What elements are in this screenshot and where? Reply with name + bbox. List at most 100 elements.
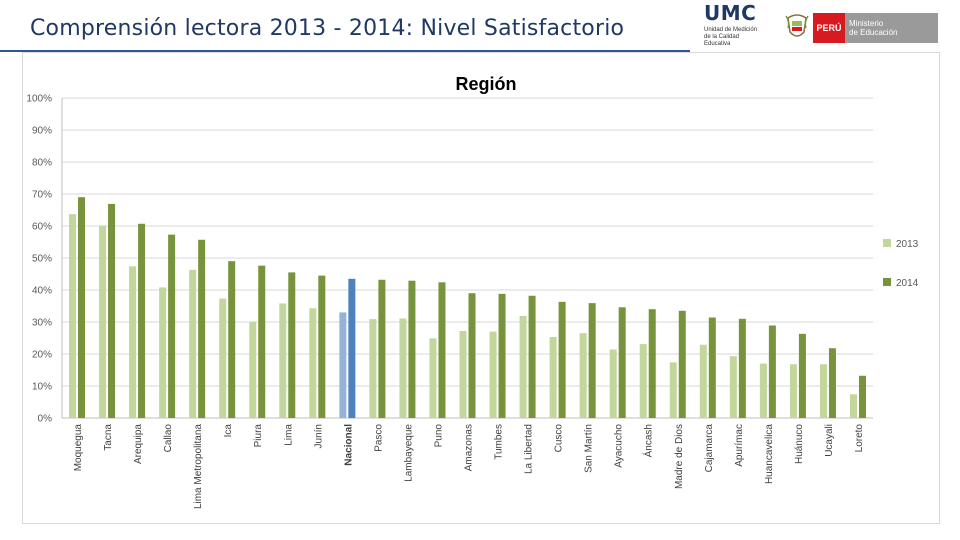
category-label: Lima: [283, 424, 294, 446]
bar-2014: [738, 318, 746, 418]
bar-2013: [519, 315, 527, 418]
bar-2014: [228, 261, 236, 418]
category-label: Tumbes: [494, 424, 505, 460]
y-tick-label: 100%: [26, 94, 52, 105]
title-divider: [0, 50, 690, 52]
bar-2014: [288, 272, 296, 418]
umc-logo-subtitle-line: de la Calidad Educativa: [704, 34, 740, 47]
bar-2013: [249, 321, 257, 418]
legend-swatch: [883, 239, 891, 247]
category-label: Puno: [433, 424, 444, 448]
bar-2014: [588, 303, 596, 418]
category-label: Pasco: [373, 424, 384, 452]
legend-label: 2014: [896, 278, 919, 289]
category-label: San Martín: [584, 424, 595, 473]
category-label: Apurímac: [734, 424, 745, 467]
bar-2013: [849, 394, 857, 418]
bar-2014: [468, 293, 476, 418]
bar-2014: [618, 307, 626, 418]
bar-2014: [78, 197, 86, 418]
bar-2013: [759, 363, 767, 418]
bar-2014: [408, 280, 416, 418]
category-label: Ucayali: [824, 424, 835, 457]
category-label: Loreto: [854, 424, 865, 453]
bar-2013: [669, 362, 677, 418]
bar-2013: [429, 338, 437, 418]
category-label: Amazonas: [464, 424, 475, 471]
category-label: Piura: [253, 424, 264, 448]
category-label: Arequipa: [133, 424, 144, 464]
bar-2013: [219, 298, 227, 418]
umc-logo-subtitle: Unidad de Medición de la Calidad Educati…: [700, 27, 766, 48]
category-label: Huánuco: [794, 424, 805, 464]
y-tick-label: 90%: [32, 126, 52, 137]
bar-2014: [498, 293, 506, 418]
bar-2013: [819, 364, 827, 418]
category-label: Madre de Dios: [674, 424, 685, 489]
bar-2013: [789, 364, 797, 418]
bar-2013: [309, 308, 317, 418]
y-tick-label: 10%: [32, 382, 52, 393]
category-label: Tacna: [103, 424, 114, 451]
bar-2014: [558, 301, 566, 418]
bar-2014: [828, 348, 836, 418]
category-label: Ayacucho: [614, 424, 625, 468]
bar-2013: [159, 287, 167, 418]
category-label: Callao: [163, 424, 174, 453]
y-tick-label: 70%: [32, 190, 52, 201]
legend-label: 2013: [896, 239, 919, 250]
bar-2014: [168, 234, 176, 418]
bar-2013: [729, 356, 737, 418]
category-label: Cajamarca: [704, 424, 715, 473]
bar-2014: [108, 203, 116, 418]
bar-2013: [459, 330, 467, 418]
category-label: Cusco: [554, 424, 565, 453]
bar-2014: [198, 239, 206, 418]
category-label: Nacional: [343, 424, 354, 466]
bar-2014: [528, 295, 536, 418]
bar-2013: [189, 269, 197, 418]
bar-2013: [549, 337, 557, 418]
chart-title: Región: [456, 74, 517, 94]
y-tick-label: 20%: [32, 350, 52, 361]
category-label: Huancavelica: [764, 424, 775, 484]
category-label: Lima Metropolitana: [193, 424, 204, 509]
category-label: Junín: [313, 424, 324, 448]
bar-2013: [129, 266, 137, 418]
category-label: Ica: [223, 424, 234, 438]
bar-2014: [678, 310, 686, 418]
y-tick-label: 40%: [32, 286, 52, 297]
bar-2013: [609, 349, 617, 418]
peru-label: PERÚ: [813, 13, 845, 43]
bar-2014: [348, 278, 356, 418]
bar-2014: [318, 275, 326, 418]
y-tick-label: 30%: [32, 318, 52, 329]
bar-2014: [258, 265, 266, 418]
bar-2013: [369, 319, 377, 418]
ministry-logo: PERÚ Ministerio de Educación: [813, 13, 938, 43]
category-label: Moquegua: [73, 424, 84, 472]
bar-2013: [279, 303, 287, 418]
bar-2013: [639, 344, 647, 418]
bar-2014: [798, 333, 806, 418]
ministry-label-line: Ministerio: [849, 19, 884, 28]
bar-2013: [339, 312, 347, 418]
bar-2013: [399, 318, 407, 418]
bar-2014: [438, 282, 446, 418]
umc-logo: UMC Unidad de Medición de la Calidad Edu…: [700, 3, 766, 51]
y-tick-label: 50%: [32, 254, 52, 265]
bar-2014: [858, 375, 866, 418]
ministry-label: Ministerio de Educación: [845, 13, 897, 43]
umc-logo-subtitle-line: Unidad de Medición: [704, 27, 758, 33]
bar-2013: [489, 331, 497, 418]
ministry-label-line: de Educación: [849, 28, 898, 37]
bar-2013: [99, 225, 107, 418]
y-tick-label: 0%: [38, 414, 53, 425]
coat-of-arms-icon: [785, 14, 809, 37]
category-label: Lambayeque: [403, 424, 414, 482]
umc-logo-word: UMC: [704, 1, 757, 25]
category-label: Áncash: [642, 424, 655, 457]
bar-2014: [708, 317, 716, 418]
bar-2013: [69, 214, 77, 418]
